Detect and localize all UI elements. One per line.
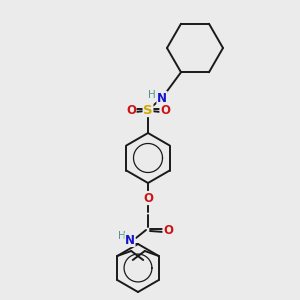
Text: N: N: [157, 92, 167, 104]
Text: O: O: [126, 103, 136, 116]
Text: O: O: [143, 191, 153, 205]
Text: S: S: [143, 103, 153, 116]
Text: H: H: [118, 231, 126, 241]
Text: O: O: [163, 224, 173, 236]
Text: O: O: [160, 103, 170, 116]
Text: N: N: [125, 233, 135, 247]
Text: H: H: [148, 90, 156, 100]
